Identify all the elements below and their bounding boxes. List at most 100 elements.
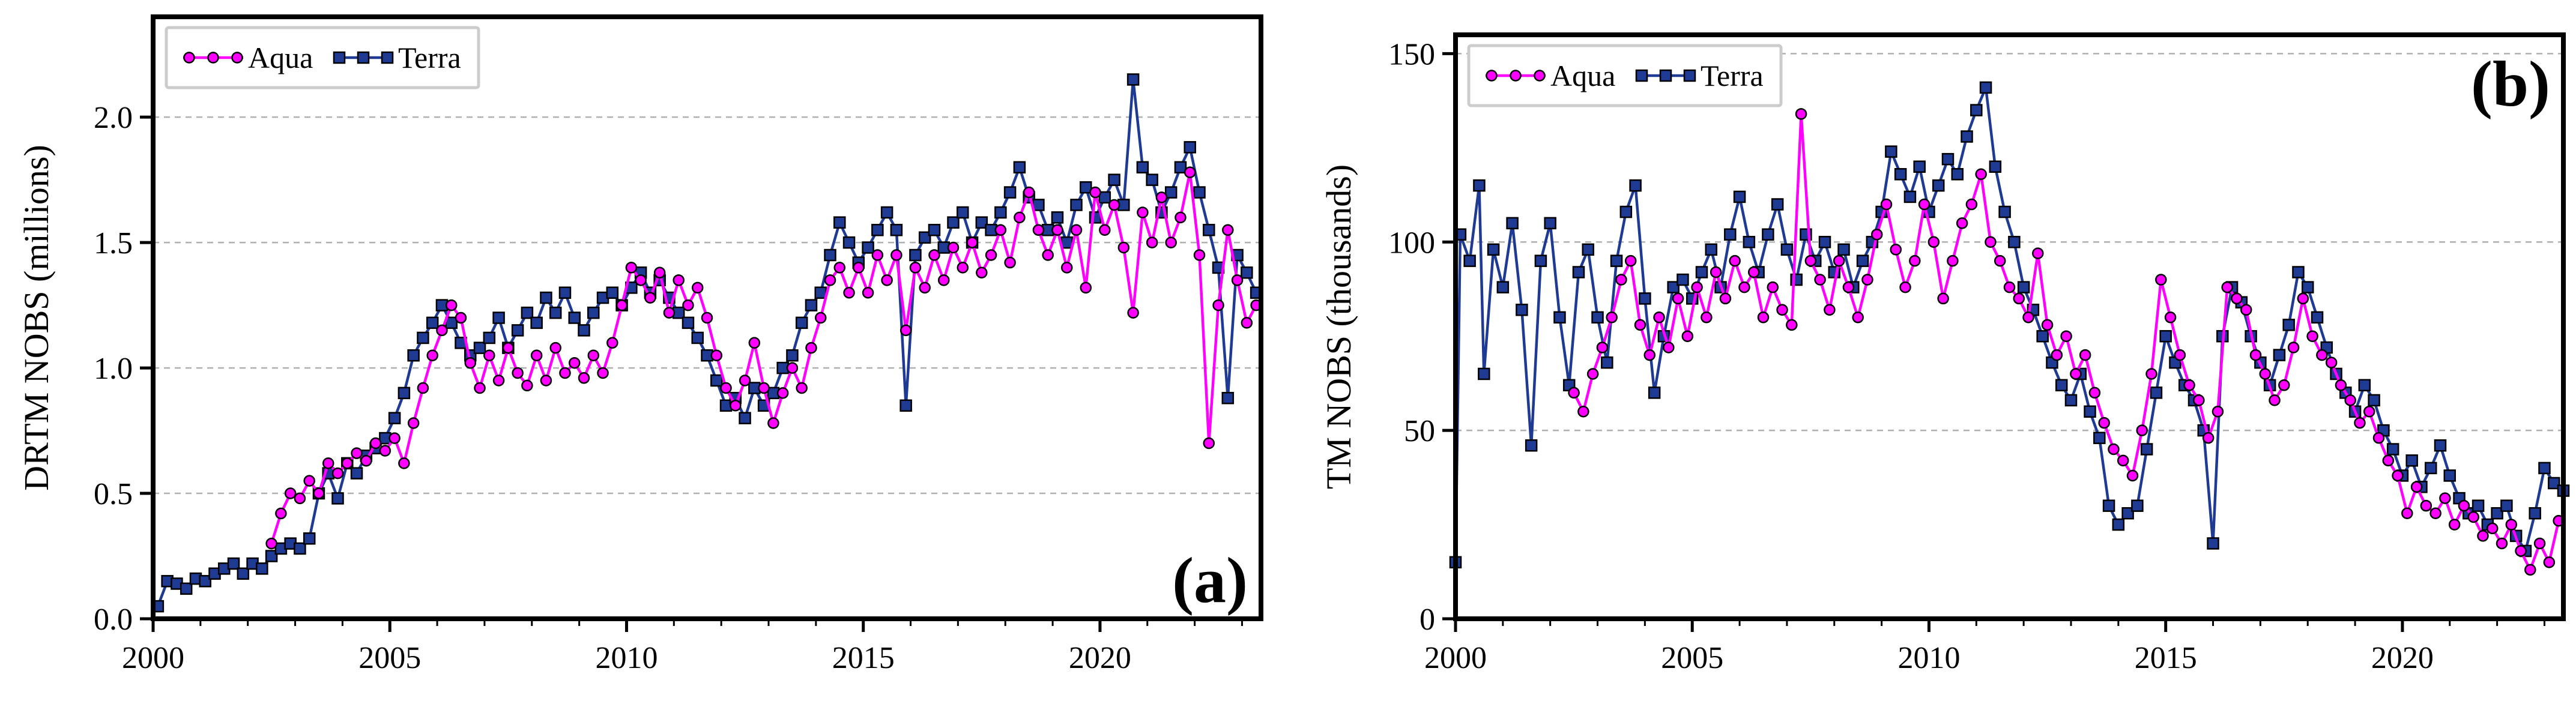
point-aqua-b-18: [1738, 281, 1750, 293]
point-terra-a-43: [558, 286, 572, 299]
legend-marker-aqua-b-2: [1534, 70, 1546, 82]
point-aqua-b-85: [2372, 432, 2385, 444]
point-terra-a-11: [256, 562, 268, 575]
point-terra-b-12: [1553, 311, 1566, 324]
point-terra-a-91: [1013, 161, 1026, 173]
point-terra-b-50: [1913, 160, 1926, 173]
point-aqua-b-6: [1624, 254, 1637, 267]
point-aqua-a-91: [1127, 307, 1139, 319]
tick-labels-a: 2000 2005 2010 2015 2020 0.0 0.5 1.0 1.5 2.0: [94, 101, 1131, 675]
point-aqua-a-87: [1089, 186, 1101, 199]
point-terra-b-8: [1516, 304, 1528, 316]
point-aqua-a-2: [284, 487, 297, 499]
legend-marker-aqua-b-0: [1486, 70, 1498, 82]
point-aqua-a-24: [492, 375, 505, 387]
point-terra-a-40: [530, 316, 543, 329]
point-aqua-b-19: [1747, 266, 1760, 278]
point-terra-b-74: [2140, 443, 2153, 456]
point-aqua-a-36: [606, 337, 618, 349]
point-terra-a-27: [407, 349, 420, 362]
point-terra-a-12: [265, 550, 278, 562]
legend-label-terra-a: Terra: [398, 41, 461, 74]
point-aqua-b-55: [2088, 387, 2101, 399]
x-tick-label-3: 2015: [832, 641, 895, 675]
legend-marker-terra-b-2: [1683, 69, 1696, 82]
point-terra-a-19: [331, 492, 344, 505]
point-aqua-b-32: [1870, 228, 1883, 241]
point-aqua-b-43: [1975, 168, 1987, 181]
point-terra-b-25: [1677, 273, 1689, 286]
point-terra-b-81: [2207, 537, 2219, 550]
point-aqua-a-90: [1117, 241, 1130, 254]
point-aqua-a-32: [568, 356, 581, 369]
point-aqua-b-53: [2070, 368, 2082, 380]
point-terra-a-80: [909, 248, 922, 262]
point-aqua-b-99: [2505, 519, 2518, 531]
point-terra-a-9: [237, 567, 250, 580]
y-tick-label-4: 2.0: [94, 101, 133, 135]
point-aqua-a-30: [549, 341, 561, 354]
point-terra-a-96: [1060, 236, 1073, 249]
point-terra-b-7: [1506, 217, 1519, 230]
point-aqua-b-69: [2221, 281, 2233, 293]
point-aqua-a-20: [455, 311, 467, 324]
point-terra-a-108: [1174, 161, 1187, 173]
point-terra-a-59: [710, 374, 723, 387]
point-aqua-a-53: [767, 417, 779, 429]
point-aqua-a-56: [796, 382, 808, 394]
point-terra-b-88: [2273, 349, 2286, 361]
y-tick-label-3: 150: [1388, 37, 1435, 71]
point-aqua-b-33: [1880, 198, 1893, 211]
point-aqua-b-34: [1890, 244, 1902, 256]
series-line-terra-b: [1454, 86, 2565, 562]
point-terra-b-90: [2292, 266, 2305, 278]
legend-entry-aqua-b: Aqua: [1486, 59, 1615, 92]
point-terra-b-117: [2547, 477, 2560, 490]
point-aqua-a-97: [1184, 166, 1196, 178]
point-aqua-b-102: [2533, 537, 2546, 550]
point-aqua-b-93: [2448, 519, 2461, 531]
point-terra-a-98: [1080, 181, 1092, 194]
point-aqua-a-98: [1193, 249, 1206, 261]
point-terra-a-62: [739, 412, 751, 424]
point-terra-a-113: [1221, 391, 1235, 405]
point-aqua-b-40: [1947, 254, 1959, 267]
x-tick-label-3: 2015: [2135, 641, 2197, 675]
point-aqua-b-14: [1701, 311, 1713, 323]
point-terra-a-97: [1070, 199, 1083, 211]
point-aqua-a-64: [871, 249, 884, 261]
point-terra-b-52: [1932, 179, 1945, 192]
series-aqua-b: [1568, 108, 2565, 576]
series-line-terra-a: [156, 78, 1258, 607]
point-terra-b-115: [2529, 507, 2541, 520]
legend-box-b: [1467, 44, 1783, 107]
point-terra-a-73: [842, 236, 856, 249]
point-terra-a-38: [511, 324, 524, 337]
point-aqua-a-16: [417, 382, 429, 394]
point-aqua-b-74: [2269, 394, 2281, 406]
point-terra-b-35: [1771, 198, 1784, 211]
point-terra-b-53: [1941, 152, 1955, 166]
point-terra-a-115: [1241, 266, 1253, 279]
point-terra-b-71: [2112, 518, 2125, 531]
point-terra-b-70: [2102, 499, 2115, 512]
point-aqua-b-50: [2041, 319, 2054, 331]
point-terra-a-93: [1032, 199, 1045, 211]
point-terra-a-104: [1136, 161, 1149, 173]
legend-marker-aqua-a-0: [183, 52, 195, 64]
point-aqua-b-76: [2287, 341, 2300, 353]
point-terra-b-91: [2301, 281, 2314, 293]
point-aqua-a-85: [1070, 224, 1083, 236]
point-aqua-b-2: [1586, 368, 1599, 380]
y-axis-title-a: DRTM NOBS (millions): [17, 145, 56, 491]
point-terra-b-111: [2491, 507, 2503, 520]
point-aqua-b-63: [2164, 311, 2177, 323]
point-terra-b-42: [1837, 243, 1850, 256]
point-aqua-a-49: [730, 400, 742, 412]
point-aqua-a-47: [710, 349, 723, 361]
point-terra-b-10: [1534, 254, 1547, 267]
point-terra-a-5: [199, 575, 211, 588]
point-aqua-b-64: [2174, 349, 2186, 361]
point-terra-a-28: [417, 331, 429, 344]
point-terra-a-78: [890, 223, 903, 236]
